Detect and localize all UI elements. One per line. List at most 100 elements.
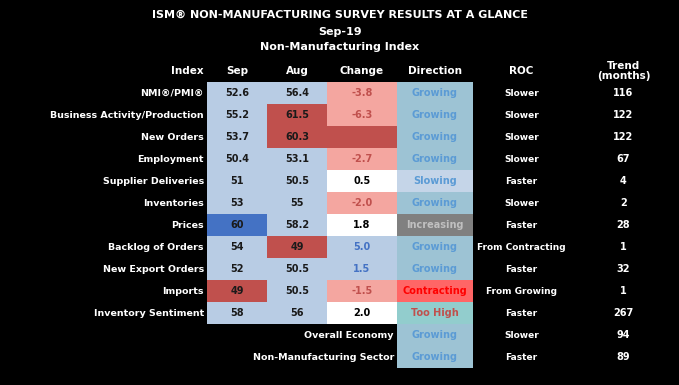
Bar [397,104,473,126]
Text: 0.5: 0.5 [353,176,371,186]
Text: 50.4: 50.4 [225,154,249,164]
Text: Non-Manufacturing Index: Non-Manufacturing Index [261,42,420,52]
Text: -2.7: -2.7 [351,154,373,164]
Bar [327,258,397,280]
Bar [267,280,327,302]
Text: 1: 1 [620,286,627,296]
Bar [327,192,397,214]
Text: -6.3: -6.3 [351,110,373,120]
Text: 28: 28 [617,220,630,230]
Text: Employment: Employment [138,154,204,164]
Bar [397,302,473,324]
Text: Slower: Slower [504,132,539,142]
Text: New Orders: New Orders [141,132,204,142]
Text: 2.0: 2.0 [353,308,371,318]
Text: 58.2: 58.2 [285,220,309,230]
Text: ISM® NON-MANUFACTURING SURVEY RESULTS AT A GLANCE: ISM® NON-MANUFACTURING SURVEY RESULTS AT… [152,10,528,20]
Text: 52.6: 52.6 [225,88,249,98]
Text: 55.2: 55.2 [225,110,249,120]
Text: Slower: Slower [504,89,539,97]
Bar [207,302,267,324]
Text: 32: 32 [617,264,630,274]
Text: 122: 122 [613,132,634,142]
Bar [267,170,327,192]
Text: Contracting: Contracting [403,286,467,296]
Text: -3.8: -3.8 [351,88,373,98]
Bar [327,302,397,324]
Text: (months): (months) [597,71,650,81]
Text: Imports: Imports [162,286,204,296]
Text: Growing: Growing [412,264,458,274]
Text: Index: Index [171,66,204,76]
Text: 54: 54 [230,242,244,252]
Text: Sep-19: Sep-19 [318,27,362,37]
Text: Overall Economy: Overall Economy [304,330,394,340]
Text: 53.1: 53.1 [285,154,309,164]
Bar [397,82,473,104]
Bar [327,104,397,126]
Bar [207,236,267,258]
Bar [397,346,473,368]
Bar [397,324,473,346]
Bar [327,214,397,236]
Text: Inventories: Inventories [143,199,204,208]
Text: Supplier Deliveries: Supplier Deliveries [103,176,204,186]
Text: 1.5: 1.5 [353,264,371,274]
Text: 1.8: 1.8 [353,220,371,230]
Bar [397,236,473,258]
Bar [267,214,327,236]
Bar [267,126,327,148]
Bar [207,104,267,126]
Text: 58: 58 [230,308,244,318]
Bar [267,302,327,324]
Text: Aug: Aug [286,66,308,76]
Text: ROC: ROC [509,66,534,76]
Text: Growing: Growing [412,110,458,120]
Text: -2.0: -2.0 [351,198,373,208]
Bar [397,148,473,170]
Text: Faster: Faster [505,264,538,273]
Text: From Growing: From Growing [486,286,557,296]
Text: 51: 51 [230,176,244,186]
Text: Faster: Faster [505,308,538,318]
Text: Slower: Slower [504,154,539,164]
Text: Inventory Sentiment: Inventory Sentiment [94,308,204,318]
Text: 52: 52 [230,264,244,274]
Text: Faster: Faster [505,176,538,186]
Text: 55: 55 [290,198,304,208]
Text: Sep: Sep [226,66,248,76]
Text: 5.0: 5.0 [353,242,371,252]
Bar [267,192,327,214]
Bar [267,82,327,104]
Text: 60: 60 [230,220,244,230]
Text: Growing: Growing [412,352,458,362]
Text: Faster: Faster [505,353,538,362]
Text: 89: 89 [617,352,630,362]
Text: 50.5: 50.5 [285,176,309,186]
Text: Direction: Direction [408,66,462,76]
Text: 53: 53 [230,198,244,208]
Bar [397,280,473,302]
Bar [267,104,327,126]
Text: Growing: Growing [412,132,458,142]
Bar [327,236,397,258]
Bar [207,82,267,104]
Text: Faster: Faster [505,221,538,229]
Bar [207,126,267,148]
Text: Increasing: Increasing [406,220,464,230]
Bar [207,214,267,236]
Text: Trend: Trend [607,61,640,71]
Text: 1: 1 [620,242,627,252]
Text: Slower: Slower [504,330,539,340]
Bar [267,148,327,170]
Text: Growing: Growing [412,88,458,98]
Text: 67: 67 [617,154,630,164]
Bar [397,214,473,236]
Text: 4: 4 [620,176,627,186]
Bar [327,170,397,192]
Bar [207,280,267,302]
Text: New Export Orders: New Export Orders [103,264,204,273]
Text: 53.7: 53.7 [225,132,249,142]
Text: -1.5: -1.5 [351,286,373,296]
Bar [327,148,397,170]
